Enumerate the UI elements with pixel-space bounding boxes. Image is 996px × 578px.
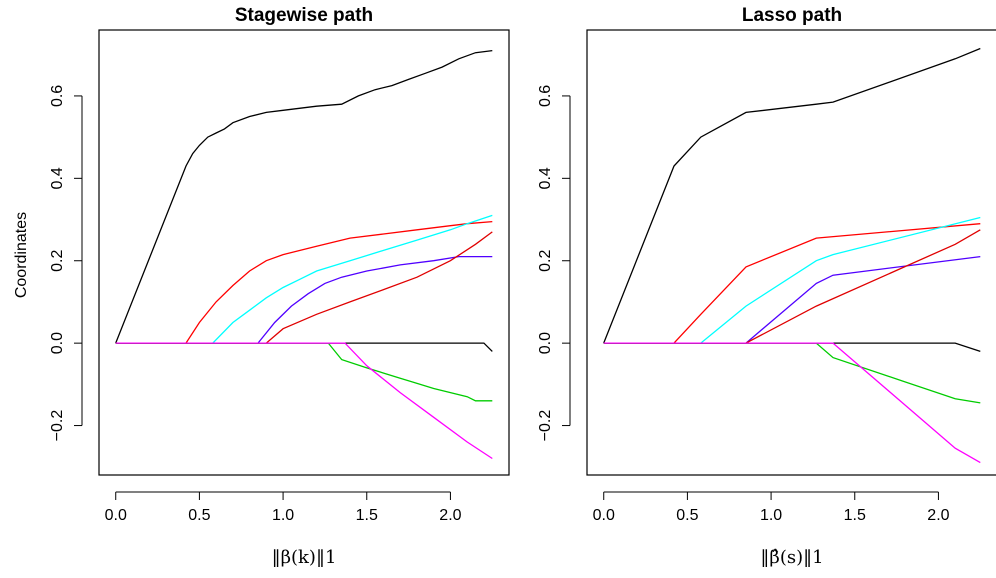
lasso-path-line-3 [603, 216, 981, 344]
stagewise-x-tick-label: 1.0 [272, 507, 294, 524]
stagewise-path-line-8 [115, 342, 493, 460]
lasso-x-axis-label: ‖β̂(s)‖1 [760, 547, 823, 568]
lasso-path-line-1 [603, 47, 981, 344]
stagewise-panel: Stagewise path Coordinates ‖β(k)‖1 0.0 0.… [13, 5, 510, 568]
lasso-panel: Lasso path ‖β̂(s)‖1 0.0 0.5 1.0 1.5 2.0−0.20… [537, 5, 996, 568]
stagewise-x-tick-label: 0.0 [105, 507, 127, 524]
stagewise-path-line-3 [115, 214, 493, 344]
stagewise-x-tick-label: 1.5 [356, 507, 378, 524]
stagewise-y-tick-label: −0.2 [49, 410, 66, 442]
lasso-plot-area: 0.0 0.5 1.0 1.5 2.0 −0.2 0.0 0.2 0.4 0.6 [537, 47, 981, 524]
stagewise-x-axis-label: ‖β(k)‖1 [272, 547, 337, 568]
lasso-x-tick-label: 1.0 [760, 507, 782, 524]
lasso-x-tick-label: 2.0 [927, 507, 949, 524]
stagewise-title: Stagewise path [235, 5, 373, 26]
stagewise-path-line-7 [115, 342, 493, 402]
lasso-path-line-8 [603, 342, 981, 464]
stagewise-y-tick-label: 0.6 [49, 85, 66, 107]
lasso-x-tick-label: 0.0 [593, 507, 615, 524]
lasso-plot-frame [586, 29, 996, 476]
lasso-y-tick-label: 0.4 [537, 167, 554, 189]
lasso-title: Lasso path [742, 5, 842, 26]
lasso-path-line-4 [603, 255, 981, 344]
lasso-path-line-7 [603, 342, 981, 404]
stagewise-x-tick-label: 0.5 [188, 507, 210, 524]
lasso-x-tick-label: 1.5 [844, 507, 866, 524]
lasso-y-tick-label: 0.6 [537, 85, 554, 107]
stagewise-path-line-5 [115, 231, 493, 344]
stagewise-x-tick-label: 2.0 [439, 507, 461, 524]
lasso-x-tick-label: 0.5 [676, 507, 698, 524]
stagewise-path-line-1 [115, 49, 493, 344]
lasso-y-tick-label: 0.0 [537, 332, 554, 354]
lasso-path-line-6 [603, 342, 981, 353]
stagewise-path-line-4 [115, 255, 493, 344]
stagewise-plot-area: 0.0 0.5 1.0 1.5 2.0 −0.2 0.0 0.2 0.4 0.6 [49, 49, 493, 524]
stagewise-y-tick-label: 0.0 [49, 332, 66, 354]
lasso-path-line-2 [603, 223, 981, 344]
stagewise-path-line-2 [115, 220, 493, 344]
stagewise-path-line-6 [115, 342, 493, 352]
lasso-path-line-5 [603, 229, 981, 344]
lasso-y-tick-label: 0.2 [537, 250, 554, 272]
stagewise-plot-frame [98, 29, 510, 476]
stagewise-y-tick-label: 0.4 [49, 167, 66, 189]
lasso-y-tick-label: −0.2 [537, 410, 554, 442]
stagewise-y-tick-label: 0.2 [49, 250, 66, 272]
stagewise-y-axis-label: Coordinates [13, 212, 30, 298]
